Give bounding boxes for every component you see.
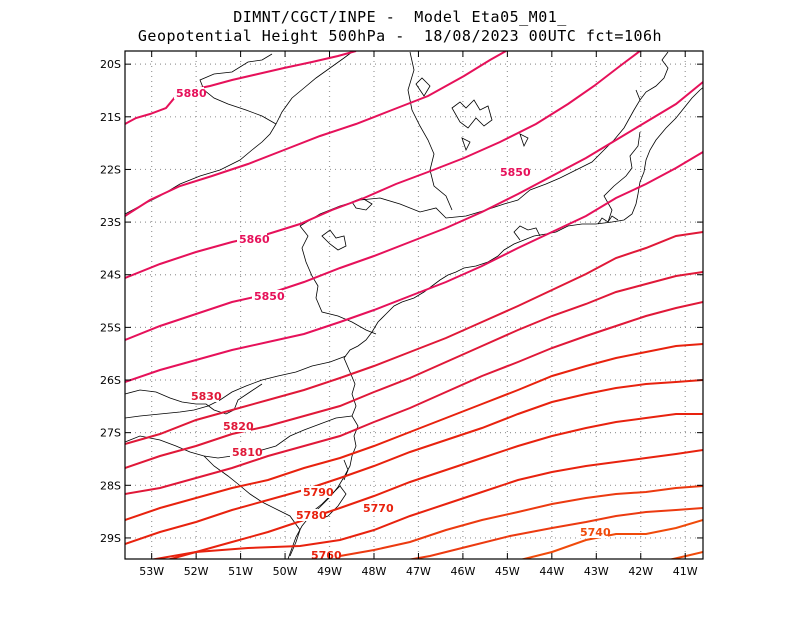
contour-label-text: 5820 xyxy=(223,420,254,433)
contour-label: 5770 xyxy=(361,502,394,515)
contour-label-text: 5830 xyxy=(191,390,222,403)
contour-line xyxy=(149,449,703,559)
contour-label: 5740 xyxy=(578,526,611,539)
contour-label: 5850 xyxy=(252,290,285,303)
contour-label-text: 5850 xyxy=(254,290,285,303)
contour-label: 5760 xyxy=(309,549,342,562)
y-tick-label: 25S xyxy=(100,321,121,334)
contour-label: 5780 xyxy=(294,509,327,522)
y-tick-label: 29S xyxy=(100,532,121,545)
contour-line xyxy=(319,485,703,559)
contour-line xyxy=(125,231,703,445)
x-tick-label: 42W xyxy=(628,565,653,578)
contour-label: 5860 xyxy=(237,233,270,246)
reservoir xyxy=(461,137,471,152)
contour-label: 5880 xyxy=(174,87,207,100)
y-tick-label: 20S xyxy=(100,58,121,71)
x-tick-label: 49W xyxy=(317,565,342,578)
state-border xyxy=(407,51,453,211)
contour-label: 5830 xyxy=(189,390,222,403)
x-tick-label: 41W xyxy=(673,565,698,578)
contour-line xyxy=(167,413,703,559)
y-tick-label: 28S xyxy=(100,479,121,492)
map-background xyxy=(125,51,703,559)
contour-label: 5820 xyxy=(221,420,254,433)
x-tick-label: 47W xyxy=(406,565,431,578)
x-tick-label: 45W xyxy=(495,565,520,578)
contour-line xyxy=(125,81,703,341)
reservoir xyxy=(451,99,493,129)
contour-label-text: 5860 xyxy=(239,233,270,246)
contour-labels: 5880 5860 5850 5850 5830 5820 5810 5790 … xyxy=(174,87,611,562)
contour-line xyxy=(125,151,703,383)
contour-label-text: 5780 xyxy=(296,509,327,522)
state-border xyxy=(639,51,669,101)
y-tick-label: 21S xyxy=(100,111,121,124)
x-tick-label: 43W xyxy=(584,565,609,578)
contour-line xyxy=(407,507,703,559)
bay-outline xyxy=(513,225,541,241)
x-tick-label: 50W xyxy=(273,565,298,578)
state-border xyxy=(125,383,263,415)
x-tick-label: 53W xyxy=(139,565,164,578)
y-tick-label: 22S xyxy=(100,163,121,176)
contour-line xyxy=(125,379,703,545)
contour-line xyxy=(125,51,641,279)
reservoir xyxy=(321,229,347,251)
contour-label-text: 5880 xyxy=(176,87,207,100)
y-tick-label: 24S xyxy=(100,269,121,282)
contour-label: 5810 xyxy=(230,446,263,459)
contour-label-text: 5810 xyxy=(232,446,263,459)
contour-line xyxy=(125,271,703,469)
y-tick-label: 26S xyxy=(100,374,121,387)
x-tick-label: 44W xyxy=(539,565,564,578)
y-tick-label: 23S xyxy=(100,216,121,229)
state-border xyxy=(125,355,347,419)
state-border xyxy=(199,53,277,125)
contour-label-text: 5770 xyxy=(363,502,394,515)
contour-line xyxy=(125,51,357,125)
map-title-line1: DIMNT/CGCT/INPE - Model Eta05_M01_ xyxy=(233,8,567,26)
x-tick-label: 51W xyxy=(228,565,253,578)
reservoir xyxy=(415,77,431,97)
state-border xyxy=(275,51,353,125)
contour-line xyxy=(519,519,703,559)
contour-label-text: 5740 xyxy=(580,526,611,539)
contour-label-text: 5760 xyxy=(311,549,342,562)
contour-line xyxy=(125,301,703,495)
contour-label: 5790 xyxy=(301,486,334,499)
contour-label-text: 5850 xyxy=(500,166,531,179)
map-title-line2: Geopotential Height 500hPa - 18/08/2023 … xyxy=(137,27,663,45)
contour-line xyxy=(668,551,703,559)
contour-label-text: 5790 xyxy=(303,486,334,499)
axis-ticks: 53W 52W 51W 50W 49W 48W 47W 46W 45W 44W 43W 42W 41W 2… xyxy=(100,51,703,578)
contour-label: 5850 xyxy=(498,166,531,179)
contour-line xyxy=(125,51,507,217)
state-border xyxy=(299,225,377,335)
x-tick-label: 46W xyxy=(450,565,475,578)
map-frame xyxy=(124,50,704,560)
x-tick-label: 52W xyxy=(184,565,209,578)
contour-line xyxy=(125,343,703,521)
height-contours xyxy=(125,51,703,559)
reservoir xyxy=(519,133,529,148)
state-border xyxy=(299,89,641,227)
state-border xyxy=(603,131,641,223)
x-tick-label: 48W xyxy=(362,565,387,578)
y-tick-label: 27S xyxy=(100,427,121,440)
